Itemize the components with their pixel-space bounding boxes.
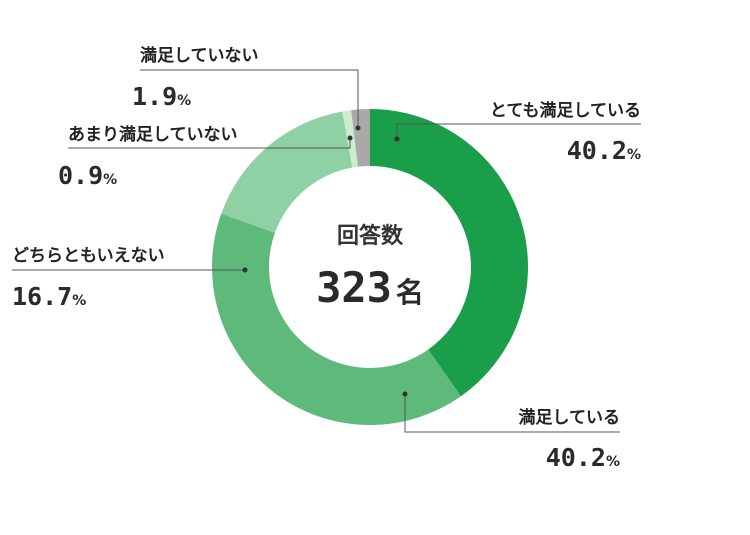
slice-value-neutral: 16.7% (12, 282, 86, 311)
slice-label-very-satisfied: とても満足している (490, 100, 641, 121)
center-count-value: 323 (316, 263, 392, 312)
leader-line-dissatisfied (140, 69, 359, 128)
slice-label-somewhat-dissatisfied: あまり満足していない (68, 124, 238, 145)
slice-value-somewhat-dissatisfied: 0.9% (58, 161, 117, 190)
leader-dot-neutral (242, 267, 248, 273)
slice-very-satisfied (370, 109, 528, 397)
slice-value-very-satisfied: 40.2% (567, 136, 641, 165)
leader-dot-satisfied (402, 391, 408, 397)
donut-slices (212, 109, 528, 425)
leader-dot-somewhat-dissatisfied (347, 135, 353, 141)
slice-satisfied (212, 213, 461, 425)
slice-label-neutral: どちらともいえない (12, 246, 165, 266)
leader-dot-dissatisfied (355, 125, 361, 131)
slice-neutral (221, 111, 353, 233)
leader-line-very-satisfied (396, 123, 641, 139)
slice-label-dissatisfied: 満足していない (140, 45, 259, 66)
center-count-unit: 名 (396, 276, 424, 309)
slice-label-satisfied: 満足している (519, 407, 621, 428)
leader-dot-very-satisfied (394, 136, 400, 142)
center-label: 回答数 (337, 223, 404, 249)
leader-line-somewhat-dissatisfied (68, 138, 351, 149)
slice-dissatisfied (351, 109, 370, 167)
slice-value-dissatisfied: 1.9% (132, 82, 191, 111)
leader-lines (12, 69, 641, 433)
center-count: 323 名 (316, 263, 424, 312)
leader-line-satisfied (404, 394, 620, 433)
slice-value-satisfied: 40.2% (546, 443, 620, 472)
